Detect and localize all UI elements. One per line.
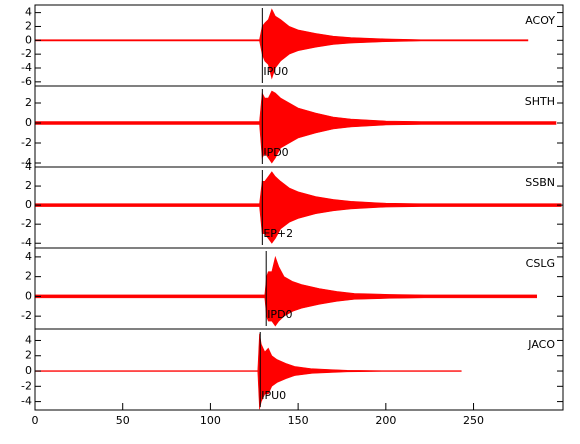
y-tick-label: 2	[25, 270, 32, 283]
y-tick-label: -2	[21, 217, 32, 230]
pick-label: IPU0	[261, 389, 286, 402]
waveform	[34, 171, 562, 244]
station-label: CSLG	[526, 257, 555, 270]
panel-frame	[34, 328, 564, 411]
y-tick-label: 4	[25, 333, 32, 346]
y-tick-label: 4	[25, 250, 32, 263]
y-tick-label: 2	[25, 19, 32, 32]
y-tick-label: 2	[25, 96, 32, 109]
y-tick-label: 2	[25, 349, 32, 362]
waveform	[34, 90, 557, 164]
y-tick-label: 0	[25, 198, 32, 211]
waveform	[34, 333, 462, 410]
y-tick-label: 0	[25, 364, 32, 377]
x-tick-label: 50	[116, 414, 130, 427]
pick-label: IPD0	[267, 308, 292, 321]
y-tick-label: -6	[21, 75, 32, 88]
y-tick-label: -2	[21, 136, 32, 149]
y-tick-label: -2	[21, 47, 32, 60]
y-tick-label: 4	[25, 6, 32, 19]
x-tick-label: 250	[463, 414, 484, 427]
y-tick-label: -4	[21, 395, 32, 408]
station-label: JACO	[527, 338, 555, 351]
y-tick-label: 4	[25, 160, 32, 173]
station-label: ACOY	[525, 14, 555, 27]
pick-label: EP+2	[263, 227, 293, 240]
x-tick-label: 150	[288, 414, 309, 427]
y-tick-label: -4	[21, 236, 32, 249]
y-tick-label: 2	[25, 179, 32, 192]
x-tick-label: 200	[375, 414, 396, 427]
station-label: SSBN	[525, 176, 555, 189]
pick-label: IPD0	[263, 146, 288, 159]
y-tick-label: -4	[21, 156, 32, 169]
waveform	[34, 255, 537, 327]
y-tick-label: -2	[21, 309, 32, 322]
y-tick-label: 0	[25, 289, 32, 302]
y-tick-label: 0	[25, 116, 32, 129]
pick-label: IPU0	[263, 65, 288, 78]
station-label: SHTH	[525, 95, 555, 108]
y-tick-label: -4	[21, 61, 32, 74]
x-tick-label: 0	[32, 414, 39, 427]
y-tick-label: 0	[25, 33, 32, 46]
x-tick-label: 100	[200, 414, 221, 427]
y-tick-label: -2	[21, 379, 32, 392]
waveform	[34, 8, 529, 80]
